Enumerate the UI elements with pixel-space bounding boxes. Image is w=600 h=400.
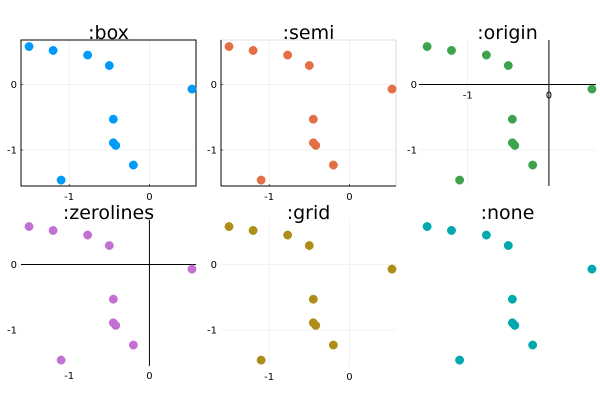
data-point (422, 222, 432, 231)
x-tick-label: -1 (264, 372, 274, 383)
y-tick-label: 0 (211, 260, 217, 271)
y-tick-label: 0 (11, 80, 17, 91)
data-point (224, 222, 234, 231)
data-point (56, 355, 66, 365)
y-tick-label: -1 (7, 145, 17, 156)
y-tick-label: -1 (207, 325, 217, 336)
data-point (224, 42, 234, 51)
data-point (507, 294, 517, 304)
data-point (328, 160, 338, 170)
data-point (248, 226, 258, 235)
data-point (24, 222, 34, 231)
data-point (108, 294, 118, 304)
data-point (256, 355, 266, 365)
y-tick-label: -1 (7, 325, 17, 336)
data-point (311, 140, 321, 150)
subplot-grid: :grid -1 0 -1 0 (207, 202, 397, 383)
data-point (422, 42, 432, 51)
subplot-title: :semi (283, 22, 335, 44)
data-point (111, 320, 121, 330)
data-point (104, 241, 114, 250)
x-tick-label: 0 (146, 371, 152, 382)
x-tick-label: -1 (264, 192, 274, 203)
data-point (387, 84, 397, 94)
data-point (308, 294, 318, 304)
data-point (481, 50, 491, 60)
data-point (128, 160, 138, 170)
data-point (304, 61, 314, 70)
subplot-zerolines: :zerolines -1 0 -1 0 (7, 202, 197, 382)
data-point (528, 340, 538, 350)
data-point (104, 61, 114, 70)
y-tick-label: -1 (207, 145, 217, 156)
subplot-title: :zerolines (63, 202, 154, 224)
subplot-origin: :origin -1 0 -1 0 (407, 22, 597, 186)
x-tick-label: 0 (146, 192, 152, 203)
data-point (308, 114, 318, 124)
data-point (283, 50, 293, 60)
data-point (455, 175, 465, 185)
data-point (187, 84, 197, 94)
data-point (304, 241, 314, 250)
x-tick-label: -1 (64, 192, 74, 203)
data-point (455, 355, 465, 365)
data-point (83, 230, 93, 240)
data-point (447, 46, 456, 55)
data-point (256, 175, 266, 185)
x-tick-label: 0 (346, 192, 352, 203)
data-point (56, 175, 66, 185)
subplot-none: :none (422, 202, 597, 365)
subplot-title: :grid (287, 202, 331, 224)
data-point (128, 340, 138, 350)
data-point (510, 140, 520, 150)
x-tick-label: 0 (346, 372, 352, 383)
subplot-semi: :semi -1 0 -1 0 (207, 22, 397, 203)
data-point (328, 340, 338, 350)
data-point (387, 264, 397, 274)
data-point (108, 114, 118, 124)
subplot-title: :origin (477, 22, 538, 44)
data-point (481, 230, 491, 240)
y-tick-label: 0 (211, 80, 217, 91)
data-point (447, 226, 456, 235)
data-point (187, 264, 197, 274)
data-point (311, 320, 321, 330)
y-tick-label: 0 (11, 260, 17, 271)
data-point (587, 84, 597, 94)
frame-box (20, 39, 197, 187)
subplot-title: :box (88, 22, 129, 44)
x-tick-label: 0 (546, 91, 552, 102)
x-tick-label: -1 (64, 371, 74, 382)
y-tick-label: -1 (407, 145, 417, 156)
data-point (503, 241, 513, 250)
data-point (248, 46, 258, 55)
data-point (503, 61, 513, 70)
y-tick-label: 0 (411, 80, 417, 91)
subplot-title: :none (481, 202, 535, 224)
data-point (587, 264, 597, 274)
data-point (528, 160, 538, 170)
data-point (507, 114, 517, 124)
data-point (510, 320, 520, 330)
subplot-box: :box -1 0 -1 0 (7, 22, 197, 203)
data-point (83, 50, 93, 60)
data-point (48, 46, 58, 55)
data-point (283, 230, 293, 240)
data-point (111, 140, 121, 150)
data-point (24, 42, 34, 51)
x-tick-label: -1 (463, 91, 473, 102)
data-point (48, 226, 58, 235)
